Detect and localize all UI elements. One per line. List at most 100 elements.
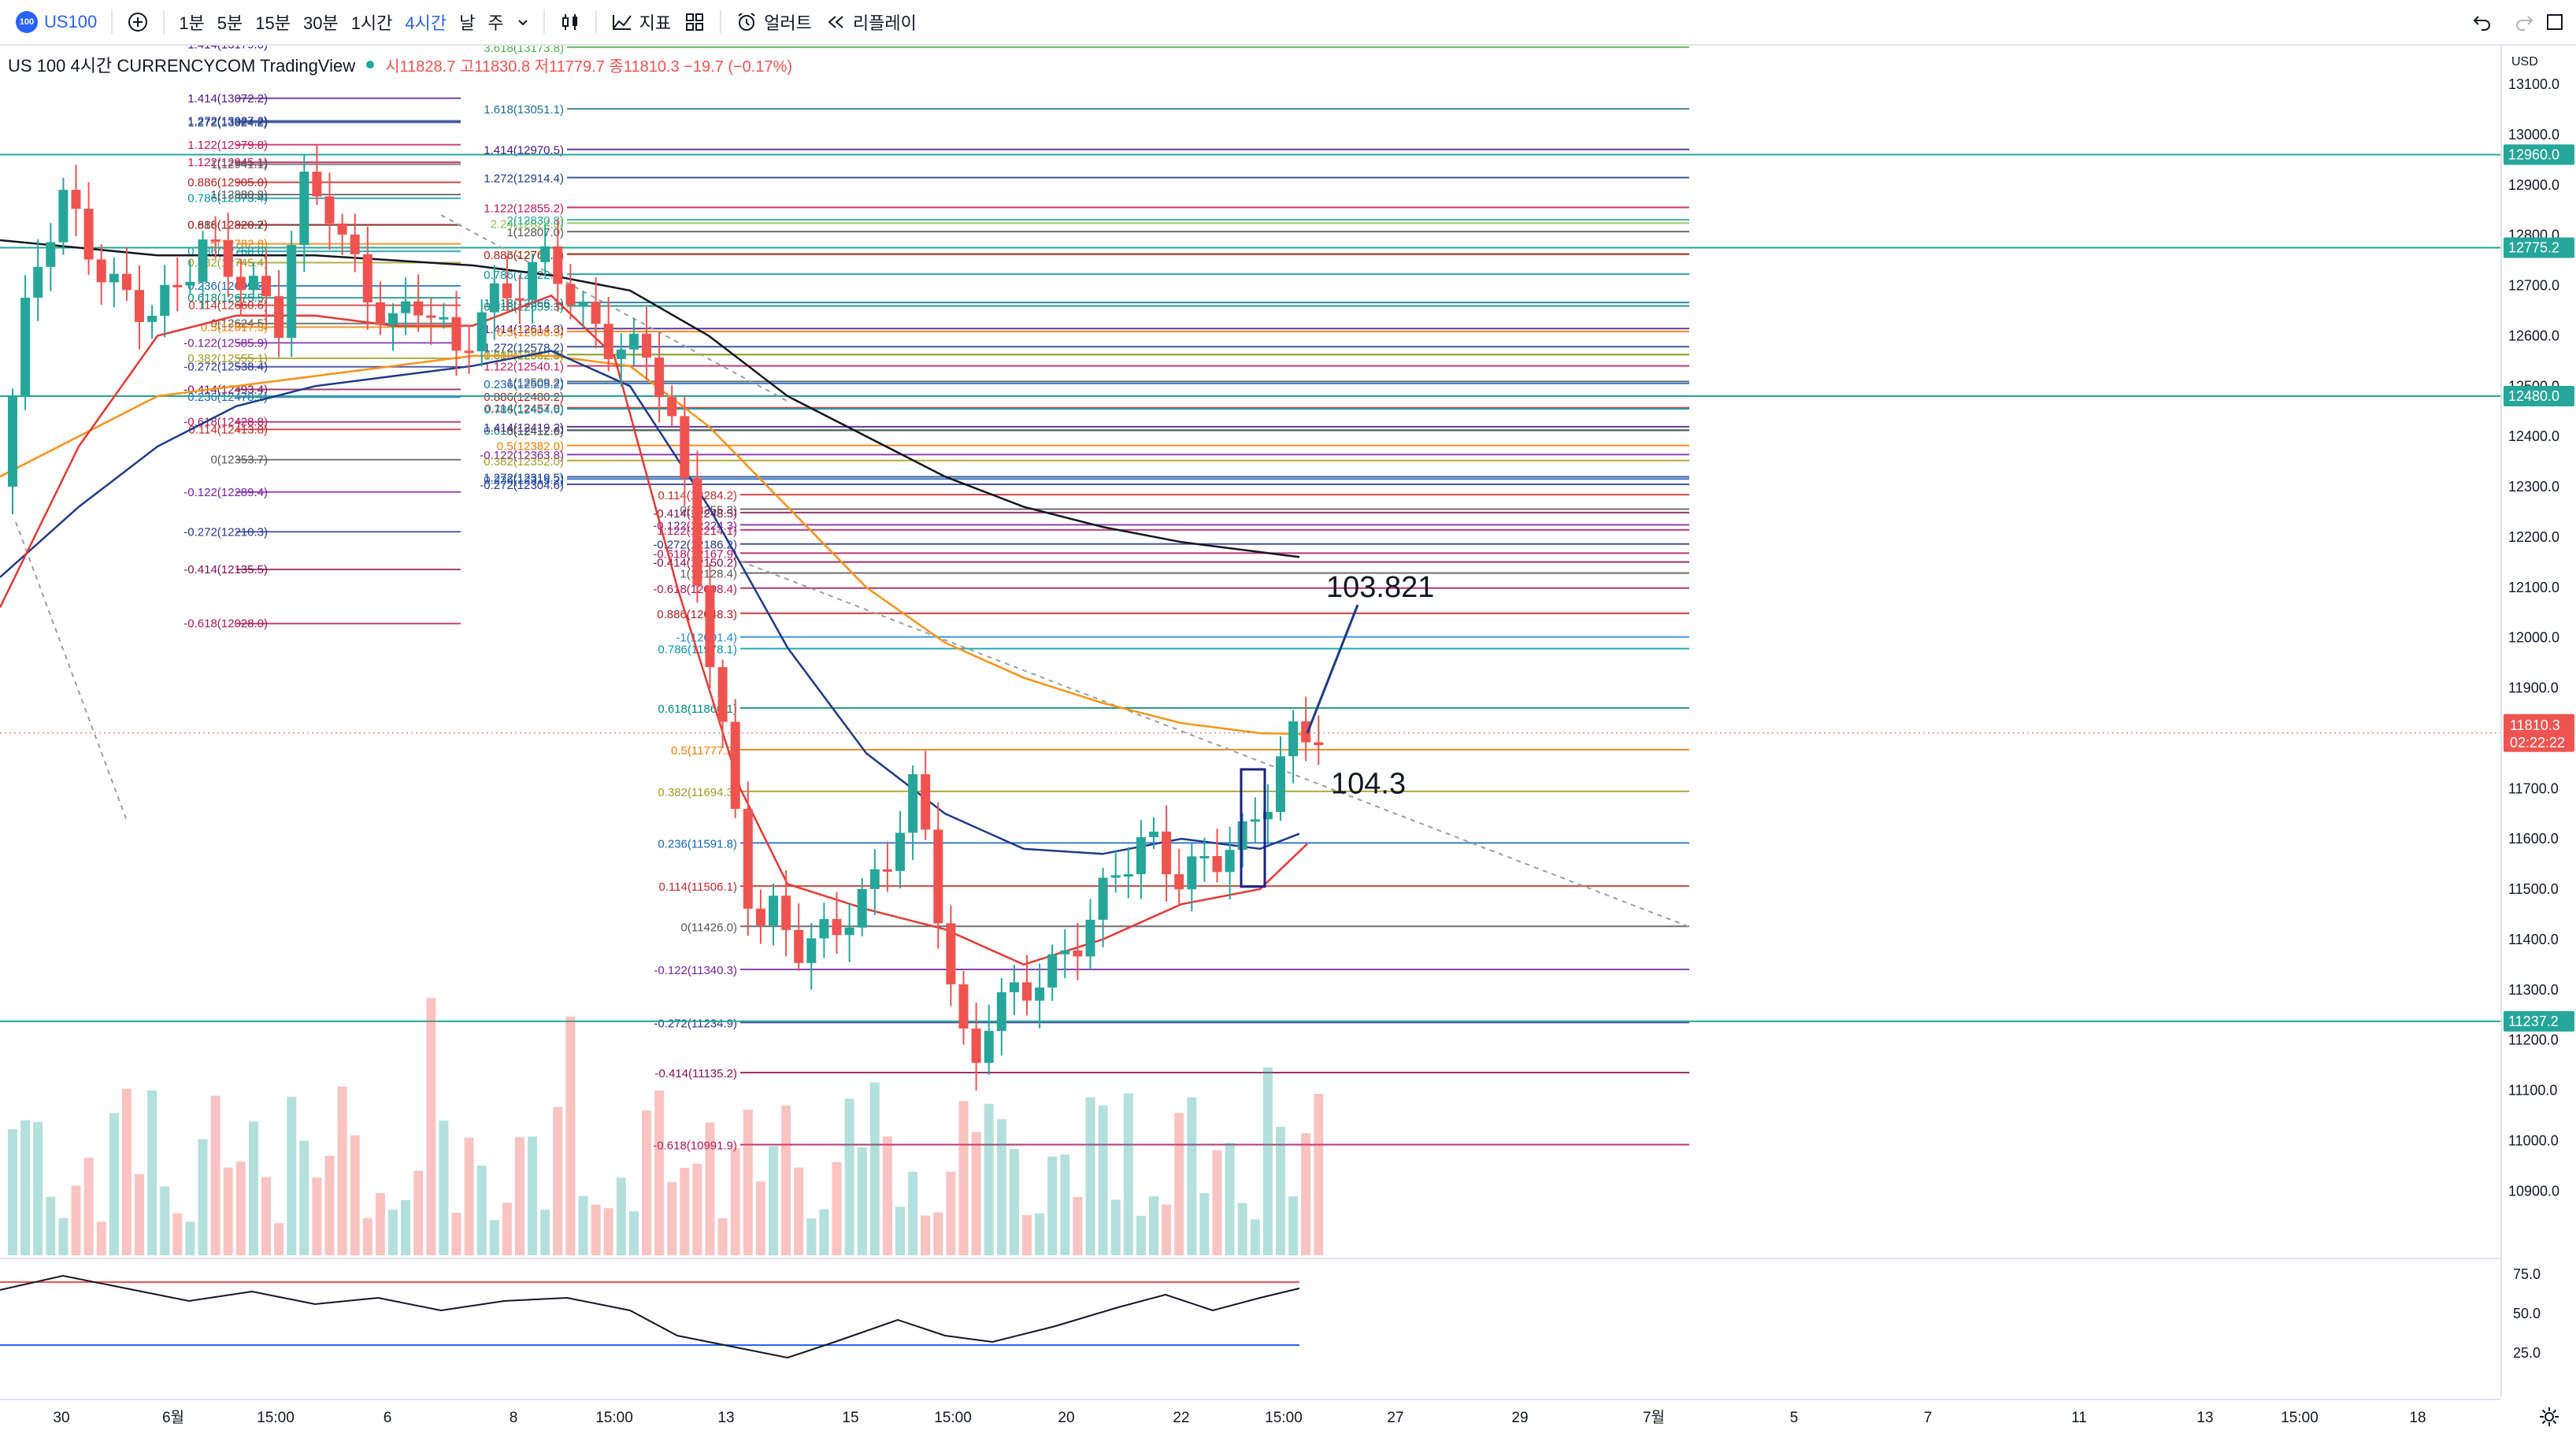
legend-title: US 100 4시간 CURRENCYCOM TradingView xyxy=(8,56,356,76)
indicators-icon xyxy=(612,15,632,30)
price-badge-label: 12480.0 xyxy=(2508,388,2559,404)
volume-bar xyxy=(794,1167,804,1255)
interval-1d[interactable]: 날 xyxy=(459,13,476,33)
volume-bar xyxy=(1123,1093,1133,1255)
candle-body xyxy=(401,301,411,313)
fib-level-label: 0.886(12480.2) xyxy=(484,391,564,404)
volume-bar xyxy=(476,1165,487,1255)
candle-body xyxy=(1110,875,1121,878)
undo-button[interactable] xyxy=(2467,6,2498,38)
price-axis-scale[interactable]: USD13100.013000.012900.012800.012700.012… xyxy=(2502,46,2576,1397)
time-tick-label: 27 xyxy=(1387,1410,1403,1426)
add-symbol-button[interactable] xyxy=(120,6,155,38)
volume-bar xyxy=(337,1086,347,1255)
candle-body xyxy=(819,919,829,939)
interval-dropdown-button[interactable] xyxy=(510,6,536,38)
interval-4h[interactable]: 4시간 xyxy=(405,13,447,33)
alert-button[interactable]: 얼러트 xyxy=(729,6,818,38)
fib-level-label: 0.236(12505.2) xyxy=(484,378,564,391)
chart-settings-button[interactable] xyxy=(2537,1405,2561,1429)
candle-body xyxy=(223,240,233,277)
volume-bar xyxy=(1098,1105,1108,1255)
indicators-label: 지표 xyxy=(639,13,672,33)
candle-body xyxy=(654,358,665,398)
candle-body xyxy=(46,242,56,267)
volume-bar xyxy=(223,1167,233,1255)
interval-30m[interactable]: 30분 xyxy=(302,13,339,33)
fib-level-label: -0.618(12428.8) xyxy=(183,416,268,429)
volume-bar xyxy=(71,1185,81,1255)
volume-bar xyxy=(844,1099,854,1255)
fib-level-label: 0(12353.7) xyxy=(210,454,268,467)
current-price-label: 11810.3 xyxy=(2510,717,2560,733)
volume-bar xyxy=(160,1186,170,1255)
annotation-lower-value: 104.3 xyxy=(1331,768,1406,801)
chart-type-button[interactable] xyxy=(553,6,587,38)
candle-body xyxy=(565,284,576,306)
candle-body xyxy=(857,888,867,928)
price-tick-label: 11500.0 xyxy=(2508,881,2559,897)
fib-level-label: -0.618(10991.9) xyxy=(653,1140,737,1153)
volume-bar xyxy=(1162,1204,1172,1255)
replay-button[interactable]: 리플레이 xyxy=(818,6,923,38)
symbol-search[interactable]: 100 US100 xyxy=(9,6,103,38)
time-tick-label: 11 xyxy=(2071,1410,2087,1426)
annotation-upper-value: 103.821 xyxy=(1326,571,1434,604)
price-chart[interactable]: 3.618(13173.8)1.618(13051.1)1.414(12970.… xyxy=(0,39,2500,1397)
fullscreen-button[interactable] xyxy=(2539,6,2570,38)
fib-level-label: 0.786(12722.5) xyxy=(484,269,564,282)
interval-1w[interactable]: 주 xyxy=(487,13,504,33)
price-badge xyxy=(2504,1010,2574,1032)
candle-body xyxy=(692,478,702,586)
ma-black-line xyxy=(0,239,1300,558)
candle-body xyxy=(616,349,626,359)
candle-body xyxy=(337,223,347,235)
interval-5m[interactable]: 5분 xyxy=(217,13,243,33)
volume-bar xyxy=(540,1210,550,1255)
fib-level-label: 0(11426.0) xyxy=(681,921,737,934)
volume-bar xyxy=(235,1161,246,1255)
time-tick-label: 15:00 xyxy=(595,1410,633,1426)
chart-pane[interactable]: 3.618(13173.8) 1.618(13051.1) 1.414(12970.… xyxy=(0,39,2500,1397)
interval-1h[interactable]: 1시간 xyxy=(350,13,393,33)
interval-15m[interactable]: 15분 xyxy=(255,13,291,33)
price-tick-label: 12900.0 xyxy=(2508,177,2559,193)
current-price-badge xyxy=(2504,713,2574,752)
volume-bar xyxy=(591,1204,601,1255)
volume-bar xyxy=(578,1195,588,1255)
time-tick-label: 8 xyxy=(510,1410,518,1426)
redo-button[interactable] xyxy=(2508,6,2540,38)
volume-bar xyxy=(857,1147,867,1255)
volume-bar xyxy=(806,1218,817,1255)
layouts-button[interactable] xyxy=(677,6,712,38)
volume-bar xyxy=(1047,1156,1058,1255)
volume-bar xyxy=(628,1211,639,1255)
time-axis-scale[interactable]: 30 6월 15:00 6 8 15:00 13 15 15:00 20 22 15:00 27 29 7월… xyxy=(0,1400,2500,1434)
interval-1m[interactable]: 1분 xyxy=(179,13,205,33)
volume-bar xyxy=(958,1101,969,1255)
fib-level-label: 1.122(12540.1) xyxy=(484,361,564,374)
fib-level-label: 1.272(12319.5) xyxy=(484,472,564,485)
candle-body xyxy=(515,298,524,301)
price-tick-label: 11400.0 xyxy=(2508,932,2559,947)
candles-icon xyxy=(562,14,577,30)
rewind-icon xyxy=(828,16,843,28)
time-tick-label: 7 xyxy=(1924,1410,1933,1426)
time-tick-label: 13 xyxy=(2196,1410,2213,1426)
volume-bar xyxy=(1073,1196,1083,1255)
replay-label: 리플레이 xyxy=(852,13,917,33)
fib-level-label: -0.414(12493.4) xyxy=(183,383,268,396)
fullscreen-icon xyxy=(2547,14,2563,30)
price-tick-label: 11000.0 xyxy=(2508,1132,2559,1148)
price-axis[interactable]: USD 13100.0 13000.0 12900.0 12800.0 12700.0 12… xyxy=(2500,46,2576,1397)
candle-body xyxy=(553,246,563,284)
time-tick-label: 15:00 xyxy=(934,1410,972,1426)
candle-body xyxy=(413,301,424,316)
volume-bar xyxy=(1009,1148,1019,1255)
rsi-pane xyxy=(0,1258,2500,1359)
indicators-button[interactable]: 지표 xyxy=(605,6,677,38)
time-tick-label: 6 xyxy=(384,1410,392,1426)
time-axis[interactable]: 30 6월 15:00 6 8 15:00 13 15 15:00 20 22 15:00 27 29 7월… xyxy=(0,1399,2500,1434)
fib-level-label: -0.122(12363.8) xyxy=(480,449,564,462)
candle-body xyxy=(832,919,842,936)
